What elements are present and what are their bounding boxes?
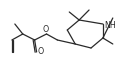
Text: O: O: [42, 26, 49, 34]
Text: O: O: [37, 46, 44, 56]
Text: NH: NH: [104, 20, 116, 29]
